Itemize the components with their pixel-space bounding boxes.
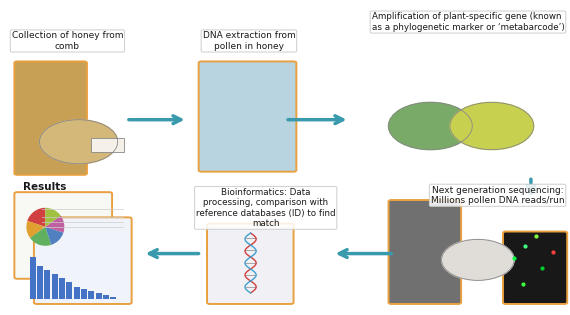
FancyBboxPatch shape [199,61,296,172]
Text: Next generation sequencing:
Millions pollen DNA reads/run: Next generation sequencing: Millions pol… [431,186,564,205]
Text: Bioinformatics: Data
processing, comparison with
reference databases (ID) to fin: Bioinformatics: Data processing, compari… [196,188,336,228]
Text: Collection of honey from
comb: Collection of honey from comb [11,31,123,51]
Circle shape [389,102,473,150]
FancyBboxPatch shape [389,200,461,304]
Circle shape [450,102,534,150]
Circle shape [442,239,514,280]
Text: Results: Results [23,182,66,192]
Circle shape [39,120,117,164]
Text: DNA extraction from
pollen in honey: DNA extraction from pollen in honey [202,31,295,51]
Text: Amplification of plant-specific gene (known
as a phylogenetic marker or ‘metabar: Amplification of plant-specific gene (kn… [372,12,564,32]
FancyBboxPatch shape [14,192,112,279]
FancyBboxPatch shape [503,232,567,304]
FancyBboxPatch shape [91,138,124,152]
FancyBboxPatch shape [207,224,294,304]
FancyBboxPatch shape [34,217,132,304]
FancyBboxPatch shape [14,61,87,175]
